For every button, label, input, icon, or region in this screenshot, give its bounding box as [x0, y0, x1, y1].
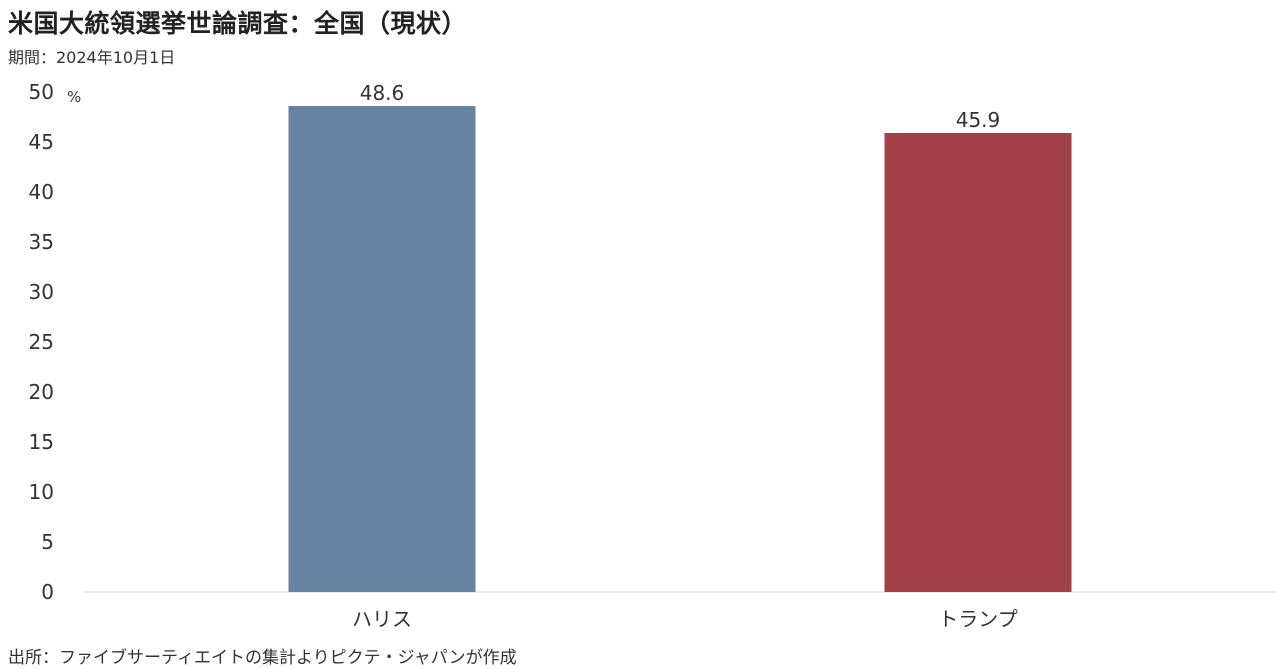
- bars: 48.6 ハリス 45.9 トランプ: [288, 81, 1072, 631]
- chart-subtitle: 期間：2024年10月1日: [8, 48, 176, 67]
- x-category-label: トランプ: [938, 607, 1017, 631]
- y-tick-label: 15: [29, 430, 54, 454]
- bar: [884, 133, 1072, 592]
- y-tick-label: 40: [29, 180, 54, 204]
- y-tick-label: 30: [29, 280, 54, 304]
- y-tick-label: 45: [29, 130, 54, 154]
- bar-value-label: 45.9: [956, 108, 1001, 132]
- y-axis-unit: %: [67, 88, 81, 106]
- y-tick-label: 10: [29, 480, 54, 504]
- y-tick-label: 5: [41, 530, 54, 554]
- y-axis: 0 5 10 15 20 25 30 35 40 45 50: [29, 80, 54, 604]
- source-note: 出所：ファイブサーティエイトの集計よりピクテ・ジャパンが作成: [8, 648, 517, 668]
- bar-value-label: 48.6: [360, 81, 405, 105]
- chart-title: 米国大統領選挙世論調査：全国（現状）: [8, 9, 468, 38]
- x-category-label: ハリス: [352, 607, 412, 631]
- y-tick-label: 25: [29, 330, 54, 354]
- y-tick-label: 50: [29, 80, 54, 104]
- bar: [288, 106, 476, 592]
- y-tick-label: 0: [41, 580, 54, 604]
- y-tick-label: 35: [29, 230, 54, 254]
- y-tick-label: 20: [29, 380, 54, 404]
